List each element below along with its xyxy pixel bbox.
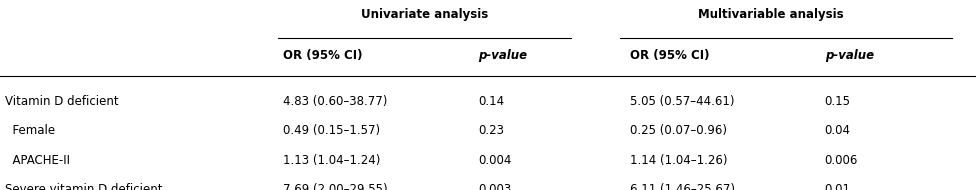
Text: 4.83 (0.60–38.77): 4.83 (0.60–38.77) xyxy=(283,95,387,108)
Text: p-value: p-value xyxy=(478,49,527,62)
Text: 0.25 (0.07–0.96): 0.25 (0.07–0.96) xyxy=(630,124,726,137)
Text: 0.01: 0.01 xyxy=(825,183,851,190)
Text: 7.69 (2.00–29.55): 7.69 (2.00–29.55) xyxy=(283,183,387,190)
Text: OR (95% CI): OR (95% CI) xyxy=(283,49,362,62)
Text: 1.13 (1.04–1.24): 1.13 (1.04–1.24) xyxy=(283,154,381,167)
Text: 0.003: 0.003 xyxy=(478,183,511,190)
Text: OR (95% CI): OR (95% CI) xyxy=(630,49,709,62)
Text: 0.006: 0.006 xyxy=(825,154,858,167)
Text: Multivariable analysis: Multivariable analysis xyxy=(698,8,844,21)
Text: 0.15: 0.15 xyxy=(825,95,851,108)
Text: 0.23: 0.23 xyxy=(478,124,505,137)
Text: 0.49 (0.15–1.57): 0.49 (0.15–1.57) xyxy=(283,124,381,137)
Text: 1.14 (1.04–1.26): 1.14 (1.04–1.26) xyxy=(630,154,727,167)
Text: 5.05 (0.57–44.61): 5.05 (0.57–44.61) xyxy=(630,95,734,108)
Text: Vitamin D deficient: Vitamin D deficient xyxy=(5,95,118,108)
Text: 0.004: 0.004 xyxy=(478,154,511,167)
Text: p-value: p-value xyxy=(825,49,874,62)
Text: Severe vitamin D deficient: Severe vitamin D deficient xyxy=(5,183,162,190)
Text: 0.04: 0.04 xyxy=(825,124,851,137)
Text: 0.14: 0.14 xyxy=(478,95,505,108)
Text: 6.11 (1.46–25.67): 6.11 (1.46–25.67) xyxy=(630,183,735,190)
Text: Univariate analysis: Univariate analysis xyxy=(361,8,488,21)
Text: APACHE-II: APACHE-II xyxy=(5,154,70,167)
Text: Female: Female xyxy=(5,124,55,137)
